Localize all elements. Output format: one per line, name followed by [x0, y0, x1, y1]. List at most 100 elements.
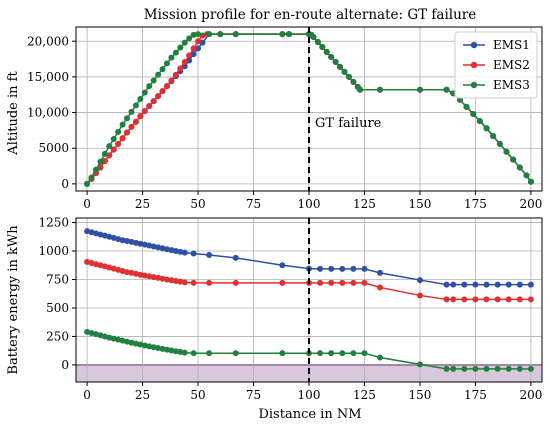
data-point-ems2 — [483, 296, 490, 303]
data-point-ems3 — [119, 121, 126, 128]
data-point-ems2 — [450, 296, 457, 303]
legend-marker-ems3 — [470, 81, 478, 89]
legend: EMS1 EMS2 EMS3 — [454, 31, 538, 99]
data-point-ems2 — [159, 275, 166, 282]
data-point-ems3 — [190, 31, 197, 38]
data-point-ems2 — [146, 103, 153, 110]
data-point-ems3 — [168, 54, 175, 61]
data-point-ems3 — [527, 178, 534, 185]
legend-box — [454, 31, 538, 99]
data-point-ems1 — [177, 248, 184, 255]
x-tick-label: 175 — [464, 197, 487, 211]
y-axis-label-altitude: Altitude in ft — [6, 71, 21, 156]
data-point-ems2 — [494, 296, 501, 303]
legend-marker-ems1 — [470, 41, 478, 49]
data-point-ems2 — [195, 38, 202, 45]
data-point-ems3 — [232, 350, 239, 357]
data-point-ems2 — [516, 296, 523, 303]
data-point-ems2 — [232, 279, 239, 286]
data-point-ems2 — [181, 58, 188, 65]
data-point-ems2 — [110, 146, 117, 153]
chart-title: Mission profile for en-route alternate: … — [144, 7, 476, 23]
data-point-ems1 — [461, 281, 468, 288]
data-point-ems3 — [195, 31, 202, 38]
data-point-ems3 — [177, 348, 184, 355]
x-tick-label: 150 — [408, 197, 431, 211]
data-point-ems1 — [450, 281, 457, 288]
data-point-ems3 — [314, 38, 321, 45]
x-tick-label: 50 — [190, 197, 205, 211]
data-point-ems3 — [146, 83, 153, 90]
y-tick-label: 1000 — [38, 244, 69, 258]
data-point-ems3 — [137, 96, 144, 103]
data-point-ems2 — [97, 164, 104, 171]
data-point-ems2 — [124, 129, 131, 136]
data-point-ems2 — [146, 273, 153, 280]
y-tick-label: 0 — [61, 358, 69, 372]
x-tick-label: 100 — [298, 197, 321, 211]
series-group — [84, 31, 534, 187]
data-point-ems2 — [132, 118, 139, 125]
x-tick-label: 0 — [83, 388, 91, 402]
data-point-ems3 — [92, 166, 99, 173]
data-point-ems3 — [155, 71, 162, 78]
data-point-ems1 — [472, 281, 479, 288]
x-axis-label-distance: Distance in NM — [258, 407, 361, 422]
data-point-ems2 — [163, 83, 170, 90]
legend-label-ems2: EMS2 — [493, 58, 530, 72]
data-point-ems2 — [101, 158, 108, 165]
gt-failure-annotation: GT failure — [315, 116, 382, 131]
data-point-ems1 — [483, 281, 490, 288]
data-point-ems3 — [110, 135, 117, 142]
data-point-ems3 — [317, 350, 324, 357]
data-point-ems1 — [443, 281, 450, 288]
data-point-ems2 — [168, 277, 175, 284]
data-point-ems3 — [510, 156, 517, 163]
data-point-ems3 — [186, 35, 193, 42]
x-tick-label: 25 — [135, 197, 150, 211]
data-point-ems2 — [206, 279, 213, 286]
x-tick-label: 150 — [408, 388, 431, 402]
data-point-ems3 — [490, 133, 497, 140]
data-point-ems3 — [159, 66, 166, 73]
data-point-ems2 — [377, 284, 384, 291]
data-point-ems1 — [195, 45, 202, 52]
data-point-ems2 — [527, 296, 534, 303]
legend-label-ems3: EMS3 — [493, 78, 530, 92]
data-point-ems3 — [527, 365, 534, 372]
data-point-ems3 — [494, 365, 501, 372]
data-point-ems2 — [168, 77, 175, 84]
data-point-ems3 — [279, 31, 286, 38]
y-tick-label: 1250 — [38, 216, 69, 230]
x-tick-label: 50 — [190, 388, 205, 402]
y-tick-label: 20,000 — [27, 34, 69, 48]
x-tick-label: 200 — [519, 197, 542, 211]
data-point-ems2 — [141, 272, 148, 279]
data-point-ems3 — [155, 345, 162, 352]
data-point-ems2 — [505, 296, 512, 303]
data-point-ems3 — [172, 348, 179, 355]
data-point-ems1 — [232, 254, 239, 261]
data-point-ems1 — [416, 277, 423, 284]
data-point-ems2 — [461, 296, 468, 303]
data-point-ems3 — [328, 350, 335, 357]
data-point-ems2 — [177, 65, 184, 72]
data-point-ems1 — [361, 265, 368, 272]
series-group — [84, 228, 534, 372]
data-point-ems3 — [124, 115, 131, 122]
data-point-ems3 — [345, 73, 352, 80]
data-point-ems2 — [137, 113, 144, 120]
data-point-ems3 — [206, 31, 213, 38]
data-point-ems1 — [527, 281, 534, 288]
data-point-ems2 — [119, 135, 126, 142]
data-point-ems3 — [310, 33, 317, 40]
data-point-ems3 — [470, 110, 477, 117]
data-point-ems1 — [505, 281, 512, 288]
data-point-ems3 — [450, 365, 457, 372]
data-point-ems2 — [361, 279, 368, 286]
data-point-ems1 — [317, 265, 324, 272]
data-point-ems3 — [168, 347, 175, 354]
data-point-ems3 — [159, 345, 166, 352]
data-point-ems2 — [163, 276, 170, 283]
data-point-ems3 — [443, 365, 450, 372]
